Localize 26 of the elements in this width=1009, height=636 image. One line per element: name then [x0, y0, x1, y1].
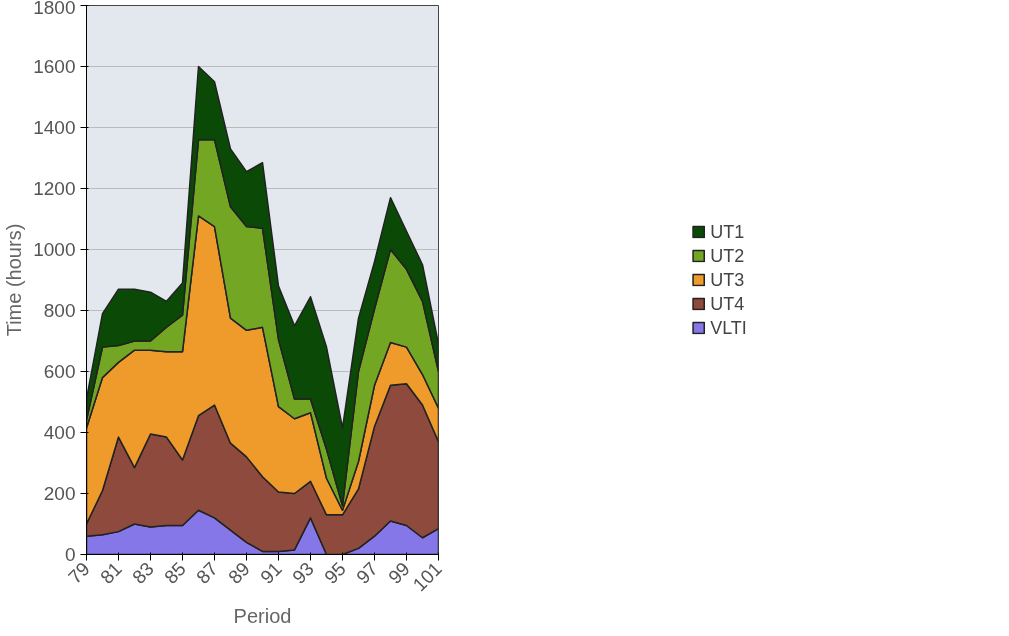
- x-tick-label: 97: [352, 558, 382, 588]
- legend-label: VLTI: [710, 317, 747, 338]
- x-tick-label: 81: [96, 558, 126, 588]
- y-axis-title: Time (hours): [3, 223, 26, 337]
- y-tick-label: 600: [43, 361, 76, 382]
- x-tick-label: 85: [160, 558, 190, 588]
- y-tick-label: 1600: [33, 56, 76, 77]
- y-tick-label: 400: [43, 422, 76, 443]
- y-tick-label: 200: [43, 483, 76, 504]
- y-tick-label: 0: [64, 544, 76, 565]
- y-tick-label: 800: [43, 300, 76, 321]
- legend-label: UT3: [710, 269, 745, 290]
- legend-label: UT1: [710, 221, 745, 242]
- x-tick-label: 91: [256, 558, 286, 588]
- legend-label: UT4: [710, 293, 745, 314]
- x-tick-label: 83: [128, 558, 158, 588]
- x-tick-label: 89: [224, 558, 254, 588]
- x-tick-label: 95: [320, 558, 350, 588]
- y-tick-label: 1000: [33, 239, 76, 260]
- x-tick-label: 87: [192, 558, 222, 588]
- y-tick-label: 1200: [33, 178, 76, 199]
- legend-label: UT2: [710, 245, 745, 266]
- y-tick-label: 1400: [33, 117, 76, 138]
- x-tick-label: 93: [288, 558, 318, 588]
- y-tick-label: 1800: [33, 0, 76, 18]
- x-axis-title: Period: [233, 605, 292, 628]
